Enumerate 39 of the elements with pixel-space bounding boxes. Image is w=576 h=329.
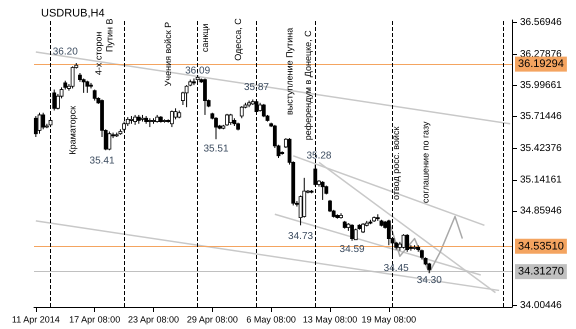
annotation: 34.73 xyxy=(288,230,314,242)
annotation: 35.51 xyxy=(203,144,229,155)
annotation: Краматорск xyxy=(68,106,78,155)
annotation: референдум в Донецке, С xyxy=(302,30,313,140)
ref-line-label: 36.19294 xyxy=(518,58,564,70)
annotation: 34.45 xyxy=(384,262,410,274)
annotation: отвод росс. войск xyxy=(391,126,402,200)
annotation: соглашение по газу xyxy=(420,121,431,204)
x-tick-label: 13 May 08:00 xyxy=(302,314,358,324)
y-tick-label: 34.00446 xyxy=(520,300,562,311)
annotation: 35.28 xyxy=(306,150,332,162)
x-tick-label: 17 Apr 08:00 xyxy=(69,314,120,324)
annotation: 35.87 xyxy=(244,82,270,93)
x-tick-label: 29 Apr 08:00 xyxy=(186,314,238,324)
y-tick-label: 35.71446 xyxy=(520,111,562,122)
annotation: 34.59 xyxy=(340,244,365,256)
y-tick-label: 36.56946 xyxy=(520,16,562,28)
annotation: Учения войск Р xyxy=(163,22,174,86)
y-tick-label: 36.27876 xyxy=(520,48,562,60)
x-tick-label: 11 Apr 2014 xyxy=(12,314,60,324)
x-tick-label: 19 May 08:00 xyxy=(362,314,416,324)
annotation: 36.09 xyxy=(185,65,211,76)
y-tick-label: 35.42376 xyxy=(520,143,562,154)
annotation: санкци xyxy=(200,24,210,52)
annotation: 35.41 xyxy=(90,156,115,167)
annotation: 34.30 xyxy=(416,275,442,286)
annotation: Путин В xyxy=(104,18,114,52)
y-tick-label: 35.14161 xyxy=(520,174,562,186)
ref-line-label: 34.31270 xyxy=(518,266,564,278)
ref-line-label: 34.53510 xyxy=(518,240,564,252)
x-tick-label: 23 Apr 08:00 xyxy=(128,314,180,324)
annotation: 36.20 xyxy=(52,46,78,58)
y-tick-label: 35.99661 xyxy=(520,80,562,91)
annotation: выступление Путина xyxy=(284,28,295,115)
x-tick-label: 6 May 08:00 xyxy=(246,314,296,324)
y-tick-label: 34.85946 xyxy=(520,206,562,217)
chart-title: USDRUB,H4 xyxy=(41,8,105,20)
annotation: 4-х сторон xyxy=(93,32,104,76)
annotation: Одесса, С xyxy=(233,18,244,61)
